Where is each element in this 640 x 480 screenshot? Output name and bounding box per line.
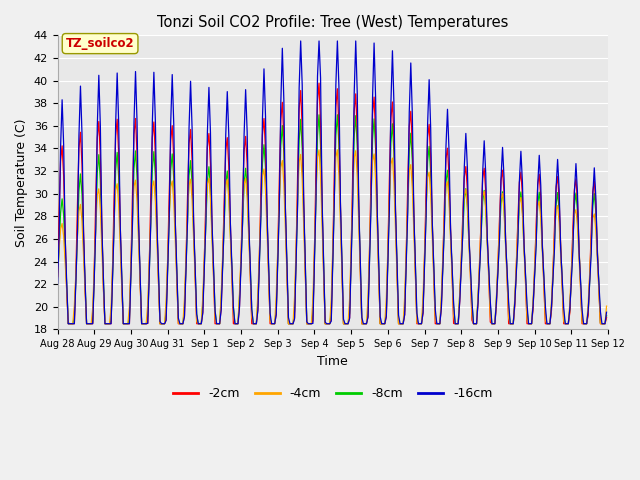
-4cm — [237, 252, 245, 257]
-16cm — [219, 263, 227, 269]
-4cm — [246, 272, 254, 277]
Title: Tonzi Soil CO2 Profile: Tree (West) Temperatures: Tonzi Soil CO2 Profile: Tree (West) Temp… — [157, 15, 509, 30]
-8cm — [575, 247, 583, 252]
-8cm — [237, 260, 245, 266]
-16cm — [575, 249, 583, 254]
-2cm — [122, 321, 130, 326]
Line: -16cm: -16cm — [58, 41, 607, 324]
-2cm — [54, 274, 61, 279]
-2cm — [65, 321, 72, 326]
-16cm — [122, 321, 130, 326]
-8cm — [66, 321, 74, 326]
-8cm — [54, 280, 61, 286]
-16cm — [65, 321, 72, 326]
-16cm — [246, 261, 254, 267]
-8cm — [219, 261, 227, 267]
-4cm — [333, 147, 341, 153]
-16cm — [54, 281, 61, 287]
-4cm — [122, 321, 130, 326]
Line: -8cm: -8cm — [58, 115, 607, 324]
-8cm — [246, 263, 254, 269]
Line: -4cm: -4cm — [58, 150, 607, 324]
-8cm — [333, 112, 341, 118]
-2cm — [603, 314, 611, 320]
-2cm — [315, 80, 323, 86]
-8cm — [122, 321, 130, 326]
-2cm — [575, 244, 583, 250]
Text: TZ_soilco2: TZ_soilco2 — [66, 37, 134, 50]
-16cm — [603, 310, 611, 315]
-16cm — [297, 38, 305, 44]
-4cm — [603, 303, 611, 309]
-2cm — [246, 268, 254, 274]
-4cm — [295, 159, 303, 165]
-16cm — [295, 85, 303, 91]
-4cm — [54, 275, 61, 280]
X-axis label: Time: Time — [317, 355, 348, 368]
-4cm — [219, 252, 227, 258]
-4cm — [66, 321, 74, 326]
Y-axis label: Soil Temperature (C): Soil Temperature (C) — [15, 118, 28, 247]
Line: -2cm: -2cm — [58, 83, 607, 324]
-4cm — [575, 254, 583, 260]
-8cm — [603, 313, 611, 319]
-2cm — [237, 255, 245, 261]
Legend: -2cm, -4cm, -8cm, -16cm: -2cm, -4cm, -8cm, -16cm — [168, 383, 497, 406]
-16cm — [237, 262, 245, 267]
-2cm — [219, 256, 227, 262]
-2cm — [295, 106, 303, 112]
-8cm — [295, 137, 303, 143]
